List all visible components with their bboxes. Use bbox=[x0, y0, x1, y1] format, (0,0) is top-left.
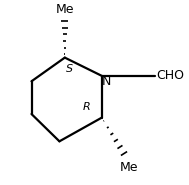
Text: CHO: CHO bbox=[157, 69, 185, 82]
Text: S: S bbox=[66, 64, 73, 74]
Text: R: R bbox=[83, 102, 90, 112]
Text: Me: Me bbox=[119, 161, 138, 174]
Text: N: N bbox=[101, 75, 111, 88]
Text: Me: Me bbox=[56, 3, 74, 16]
